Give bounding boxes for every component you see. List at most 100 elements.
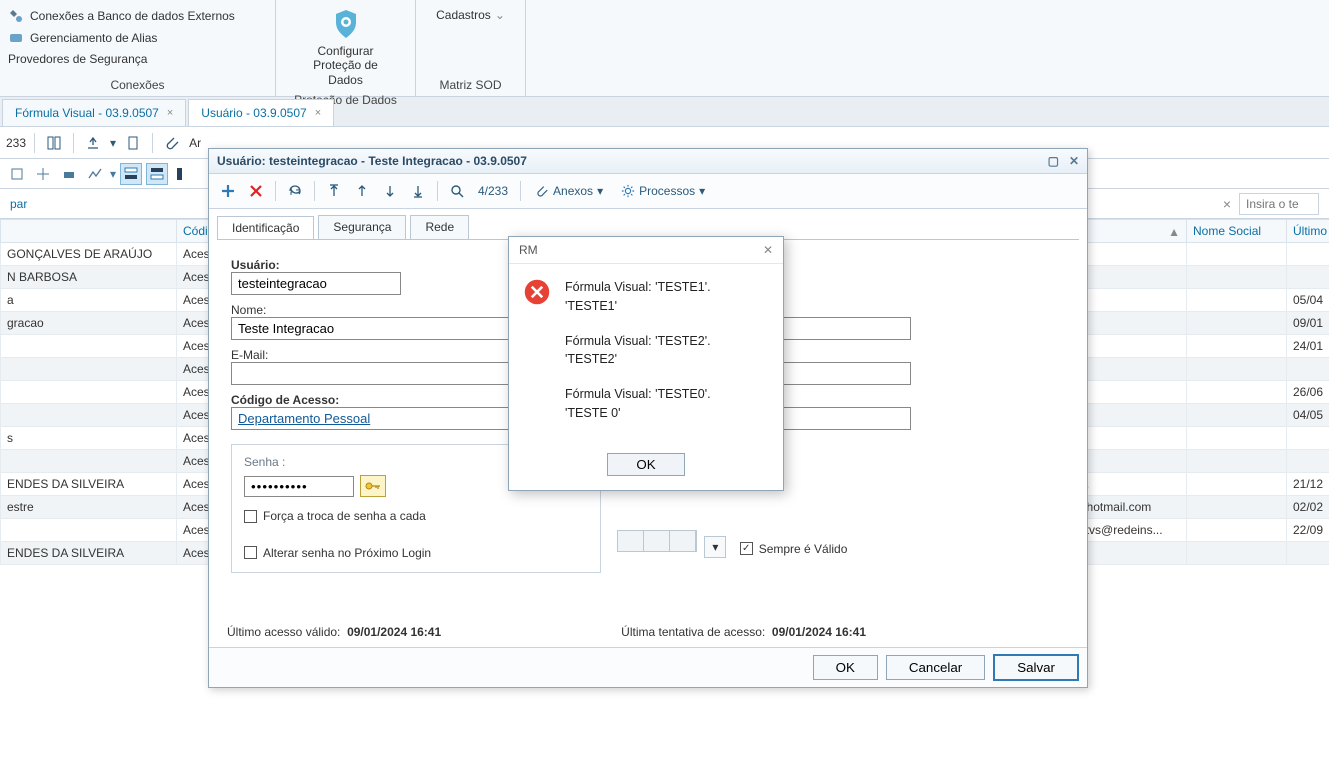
ribbon-group-cadastros: Cadastros⌄ Matriz SOD	[416, 0, 526, 96]
error-icon	[523, 278, 551, 306]
ribbon-btn-configurar-protecao[interactable]: ConfigurarProteção de Dados	[284, 4, 407, 91]
separator	[34, 133, 35, 153]
separator	[152, 133, 153, 153]
table-cell: GONÇALVES DE ARAÚJO	[1, 243, 177, 266]
value-ultima-tentativa: 09/01/2024 16:41	[772, 625, 866, 639]
checkbox-label: Sempre é Válido	[759, 542, 848, 556]
dialog-title: Usuário: testeintegracao - Teste Integra…	[217, 154, 527, 168]
search-input[interactable]	[1239, 193, 1319, 215]
table-cell: estre	[1, 496, 177, 519]
table-cell	[1287, 542, 1329, 565]
table-cell	[1187, 312, 1287, 335]
ribbon-btn-cadastros[interactable]: Cadastros⌄	[424, 4, 517, 62]
ribbon-link-conexoes-bd[interactable]: Conexões a Banco de dados Externos	[8, 8, 267, 24]
next-button[interactable]	[379, 180, 401, 202]
layout-button[interactable]	[43, 132, 65, 154]
save-button[interactable]: Salvar	[993, 654, 1079, 681]
view-btn-1[interactable]	[120, 163, 142, 185]
refresh-button[interactable]	[284, 180, 306, 202]
clear-filter-link[interactable]: par	[10, 197, 27, 211]
message-ok-button[interactable]: OK	[607, 453, 684, 476]
tab-identificacao[interactable]: Identificação	[217, 216, 314, 240]
clear-search-icon[interactable]: ×	[1223, 196, 1231, 212]
ribbon-group-conexoes: Conexões a Banco de dados Externos Geren…	[0, 0, 276, 96]
first-button[interactable]	[323, 180, 345, 202]
close-icon[interactable]: ✕	[1069, 154, 1079, 168]
date-segments-disabled	[617, 530, 697, 552]
tab-rede[interactable]: Rede	[410, 215, 469, 239]
checkbox-icon	[244, 546, 257, 559]
table-cell	[1, 519, 177, 542]
view-btn-2[interactable]	[146, 163, 168, 185]
close-icon[interactable]: ×	[167, 107, 173, 119]
col-header-ultimo[interactable]: Último	[1287, 220, 1329, 243]
tool-btn[interactable]	[6, 163, 28, 185]
cancel-button[interactable]: Cancelar	[886, 655, 985, 680]
table-cell	[1187, 496, 1287, 519]
anexos-menu[interactable]: Anexos ▾	[529, 182, 609, 200]
add-button[interactable]	[217, 180, 239, 202]
menu-label: Anexos	[553, 184, 593, 198]
tab-usuario[interactable]: Usuário - 03.9.0507 ×	[188, 99, 334, 126]
tool-btn[interactable]	[84, 163, 106, 185]
tool-btn[interactable]	[58, 163, 80, 185]
input-senha[interactable]	[244, 476, 354, 497]
label-ultimo-acesso: Último acesso válido:	[227, 625, 340, 639]
processos-menu[interactable]: Processos ▾	[615, 182, 711, 200]
plug-icon	[8, 8, 24, 24]
table-cell	[1287, 427, 1329, 450]
tool-btn[interactable]	[32, 163, 54, 185]
label-senha: Senha :	[244, 455, 285, 469]
col-header-nome-social[interactable]: Nome Social	[1187, 220, 1287, 243]
table-cell	[1, 450, 177, 473]
table-cell: 24/01	[1287, 335, 1329, 358]
ribbon-link-provedores[interactable]: Provedores de Segurança	[8, 52, 267, 66]
table-cell	[1187, 358, 1287, 381]
maximize-icon[interactable]: ▢	[1048, 154, 1059, 168]
gear-icon	[621, 184, 635, 198]
table-cell	[1, 335, 177, 358]
last-button[interactable]	[407, 180, 429, 202]
document-tabs: Fórmula Visual - 03.9.0507 × Usuário - 0…	[0, 97, 1329, 127]
dialog-titlebar[interactable]: Usuário: testeintegracao - Teste Integra…	[209, 149, 1087, 174]
table-cell: 04/05	[1287, 404, 1329, 427]
table-cell	[1187, 381, 1287, 404]
chevron-down-icon[interactable]: ▾	[110, 136, 116, 150]
paperclip-icon	[535, 184, 549, 198]
table-cell	[1, 358, 177, 381]
input-usuario[interactable]	[231, 272, 401, 295]
chevron-down-icon[interactable]: ▾	[110, 167, 116, 181]
table-cell	[1187, 266, 1287, 289]
doc-button[interactable]	[122, 132, 144, 154]
separator	[73, 133, 74, 153]
chevron-down-icon: ▾	[597, 184, 603, 198]
checkbox-alterar-proximo[interactable]: Alterar senha no Próximo Login	[244, 546, 431, 560]
ok-button[interactable]: OK	[813, 655, 878, 680]
separator	[275, 181, 276, 201]
separator	[314, 181, 315, 201]
codigo-acesso-link[interactable]: Departamento Pessoal	[238, 411, 370, 426]
view-btn-3[interactable]	[172, 163, 194, 185]
ribbon-group-label: Matriz SOD	[424, 76, 517, 96]
close-icon[interactable]: ×	[315, 107, 321, 119]
key-button[interactable]	[360, 475, 386, 497]
search-icon[interactable]	[446, 180, 468, 202]
label-ultima-tentativa: Última tentativa de acesso:	[621, 625, 765, 639]
delete-button[interactable]	[245, 180, 267, 202]
col-header[interactable]	[1, 220, 177, 243]
ribbon-link-alias[interactable]: Gerenciamento de Alias	[8, 30, 267, 46]
checkbox-forca-troca[interactable]: Força a troca de senha a cada	[244, 509, 426, 523]
tab-seguranca[interactable]: Segurança	[318, 215, 406, 239]
table-cell	[1, 404, 177, 427]
tab-formula-visual[interactable]: Fórmula Visual - 03.9.0507 ×	[2, 99, 186, 126]
ribbon-group-label: Conexões	[8, 76, 267, 96]
tab-label: Usuário - 03.9.0507	[201, 106, 306, 120]
ribbon-big-label: Configurar	[317, 44, 373, 58]
checkbox-sempre-valido[interactable]: ✓ Sempre é Válido	[740, 542, 848, 556]
message-titlebar[interactable]: RM ✕	[509, 237, 783, 264]
attach-button[interactable]	[161, 132, 183, 154]
attach-label: Ar	[189, 136, 201, 150]
export-button[interactable]	[82, 132, 104, 154]
close-icon[interactable]: ✕	[763, 243, 773, 257]
prev-button[interactable]	[351, 180, 373, 202]
